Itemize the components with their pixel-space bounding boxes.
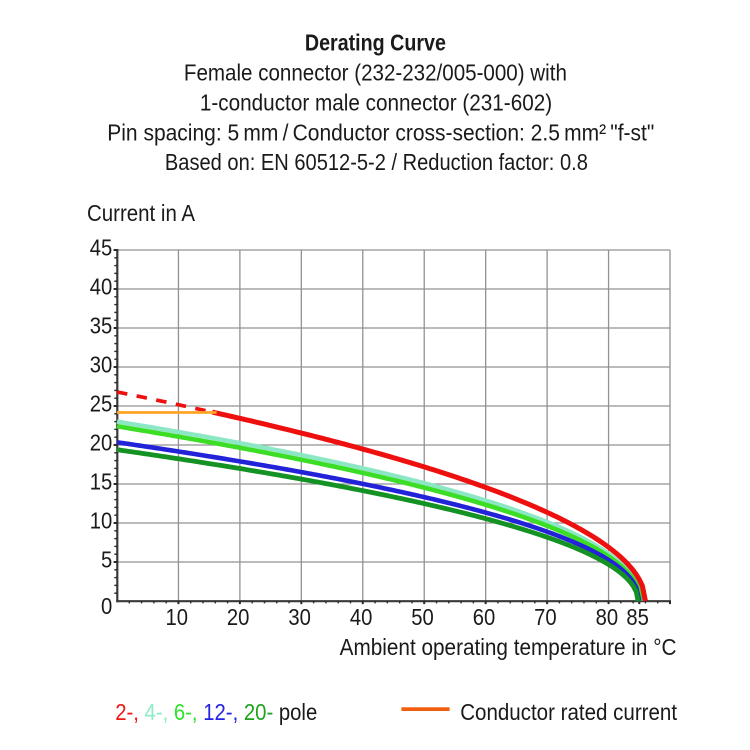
svg-text:50: 50 [411, 604, 434, 631]
svg-text:70: 70 [534, 604, 557, 631]
svg-text:30: 30 [288, 604, 311, 631]
svg-text:35: 35 [90, 312, 113, 339]
svg-text:Current in A: Current in A [87, 200, 196, 226]
svg-text:80: 80 [596, 604, 619, 631]
svg-text:Derating Curve: Derating Curve [305, 30, 446, 56]
svg-text:2-, 4-, 6-, 12-, 20- pole: 2-, 4-, 6-, 12-, 20- pole [115, 699, 317, 726]
svg-text:1-conductor male connector (23: 1-conductor male connector (231-602) [200, 90, 552, 116]
svg-text:Ambient operating temperature: Ambient operating temperature in °C [340, 634, 677, 660]
svg-text:Based on: EN 60512-5-2 / Reduc: Based on: EN 60512-5-2 / Reduction facto… [165, 148, 588, 175]
svg-text:45: 45 [90, 234, 113, 261]
svg-text:60: 60 [473, 604, 496, 631]
svg-text:Pin spacing: 5 mm / Conductor: Pin spacing: 5 mm / Conductor cross-sect… [107, 120, 654, 146]
svg-text:20: 20 [90, 429, 113, 456]
svg-text:20: 20 [227, 604, 250, 631]
svg-text:0: 0 [101, 593, 112, 620]
svg-text:40: 40 [90, 273, 113, 300]
svg-text:Female connector (232-232/005-: Female connector (232-232/005-000) with [184, 60, 567, 86]
svg-text:25: 25 [90, 390, 113, 417]
svg-text:5: 5 [101, 546, 112, 573]
svg-text:40: 40 [350, 604, 373, 631]
svg-text:Conductor rated current: Conductor rated current [460, 699, 677, 725]
svg-text:85: 85 [626, 604, 649, 631]
svg-text:15: 15 [90, 468, 113, 495]
svg-text:10: 10 [165, 604, 188, 631]
svg-text:10: 10 [90, 507, 113, 534]
svg-text:30: 30 [90, 351, 113, 378]
